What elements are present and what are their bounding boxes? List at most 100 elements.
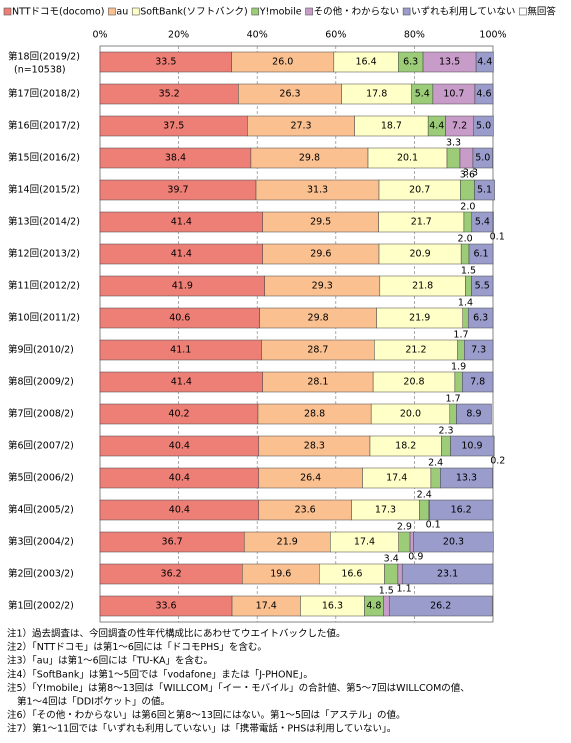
value-label: 0.2 — [490, 456, 505, 467]
bar-segment — [474, 83, 494, 105]
value-label: 7.8 — [470, 377, 485, 388]
value-label: 4.4 — [429, 121, 444, 132]
plot-frame — [99, 45, 494, 623]
value-label: 38.4 — [165, 153, 186, 164]
note: 注2）「NTTドコモ」は第1～6回には「ドコモPHS」を含む。 — [7, 641, 267, 653]
value-label: 4.4 — [477, 57, 492, 68]
value-label: 31.3 — [307, 185, 328, 196]
value-label: 41.4 — [171, 217, 192, 228]
bar-segment — [462, 307, 469, 329]
value-label: 2.3 — [438, 426, 453, 437]
y-tick-label: 第1回(2002/2) — [8, 600, 74, 612]
value-label: 26.0 — [272, 57, 293, 68]
value-label: 33.6 — [155, 601, 176, 612]
note: 注7）第1～11回では「いずれも利用していない」は「携帯電話・PHSは利用してい… — [7, 723, 396, 735]
value-label: 5.1 — [477, 185, 492, 196]
value-label: 33.5 — [155, 57, 176, 68]
value-label: 5.4 — [475, 217, 490, 228]
value-label: 20.7 — [409, 185, 430, 196]
legend-label: その他・わからない — [314, 6, 400, 18]
legend-label: いずれも利用していない — [411, 6, 515, 18]
value-label: 35.2 — [159, 89, 180, 100]
value-label: 39.7 — [167, 185, 188, 196]
legend-swatch — [108, 7, 116, 16]
bar-segment — [384, 563, 399, 585]
value-label: 16.2 — [451, 505, 472, 516]
value-label: 2.0 — [460, 202, 475, 213]
value-label: 20.9 — [410, 249, 431, 260]
bar-segment — [449, 403, 457, 425]
value-label: 10.7 — [443, 89, 464, 100]
value-label: 23.1 — [437, 569, 458, 580]
y-tick-label: 第4回(2005/2) — [8, 504, 74, 516]
value-label: 1.7 — [446, 394, 461, 405]
bar-segment — [467, 307, 494, 329]
bar-segment — [472, 147, 493, 169]
value-label: 0.9 — [408, 552, 423, 563]
legend-swatch — [402, 7, 411, 16]
value-label: 20.1 — [397, 153, 418, 164]
value-label: 1.7 — [453, 330, 468, 341]
bar-segment — [493, 435, 495, 457]
note: 注3）「au」は第1～6回には「TU-KA」を含む。 — [7, 655, 213, 667]
value-label: 40.2 — [168, 409, 189, 420]
value-label: 40.6 — [169, 313, 190, 324]
value-label: 6.3 — [403, 57, 418, 68]
value-label: 13.5 — [439, 57, 460, 68]
note: 注6）「その他・わからない」は第6回と第8～13回にはない。第1～5回は「アステ… — [7, 709, 406, 721]
value-label: 0.1 — [490, 232, 505, 243]
y-tick-label: 第11回(2012/2) — [8, 280, 80, 292]
y-tick-label: 第15回(2016/2) — [8, 152, 80, 164]
value-label: 16.6 — [341, 569, 362, 580]
bar-segment — [460, 179, 475, 201]
note: 注4）「SoftBank」は第1～5回では「vodafone」または「J-PHO… — [7, 668, 313, 680]
y-tick-label: 第14回(2015/2) — [8, 184, 80, 196]
value-label: 37.5 — [163, 121, 184, 132]
bar-segment — [459, 147, 474, 169]
value-label: 7.2 — [452, 121, 467, 132]
value-label: 21.9 — [277, 537, 298, 548]
value-label: 36.7 — [162, 537, 183, 548]
value-label: 18.7 — [381, 121, 402, 132]
x-tick-label: 100% — [479, 30, 506, 41]
value-label: 16.3 — [322, 601, 343, 612]
bar-segment — [460, 243, 470, 265]
y-tick-label: 第13回(2014/2) — [8, 216, 80, 228]
value-label: 13.3 — [456, 473, 477, 484]
bar-segment — [463, 211, 473, 233]
value-label: 41.1 — [170, 345, 191, 356]
value-label: 1.5 — [379, 586, 394, 597]
bar-segment — [409, 531, 414, 553]
bar-segment — [446, 147, 461, 169]
value-label: 40.4 — [169, 505, 190, 516]
bar-segment — [462, 371, 494, 393]
value-label: 17.8 — [366, 89, 387, 100]
value-label: 26.4 — [300, 473, 321, 484]
y-tick-label: 第7回(2008/2) — [8, 408, 74, 420]
bar-segment — [471, 275, 494, 297]
value-label: 16.4 — [355, 57, 376, 68]
value-label: 40.4 — [169, 473, 190, 484]
bar-segment — [473, 115, 494, 137]
x-tick-label: 20% — [168, 30, 189, 41]
bar-segment — [419, 499, 430, 521]
legend-label: Y!mobile — [259, 7, 302, 18]
value-label: 17.4 — [354, 537, 375, 548]
y-tick-label: 第8回(2009/2) — [8, 376, 74, 388]
y-tick-label: 第9回(2010/2) — [8, 344, 74, 356]
value-label: 2.4 — [417, 490, 432, 501]
bar-segment — [398, 531, 411, 553]
y-tick-label: 第6回(2007/2) — [8, 440, 74, 452]
value-label: 26.2 — [430, 601, 451, 612]
sample-label: (n=10538) — [14, 65, 66, 76]
value-label: 4.6 — [476, 89, 491, 100]
value-label: 5.0 — [476, 121, 491, 132]
legend-label: au — [116, 7, 128, 18]
bar-segment — [397, 563, 403, 585]
y-tick-label: 第18回(2019/2) — [8, 51, 80, 63]
value-label: 23.6 — [295, 505, 316, 516]
value-label: 28.8 — [304, 409, 325, 420]
bar-segment — [429, 499, 494, 521]
value-label: 3.3 — [463, 168, 478, 179]
